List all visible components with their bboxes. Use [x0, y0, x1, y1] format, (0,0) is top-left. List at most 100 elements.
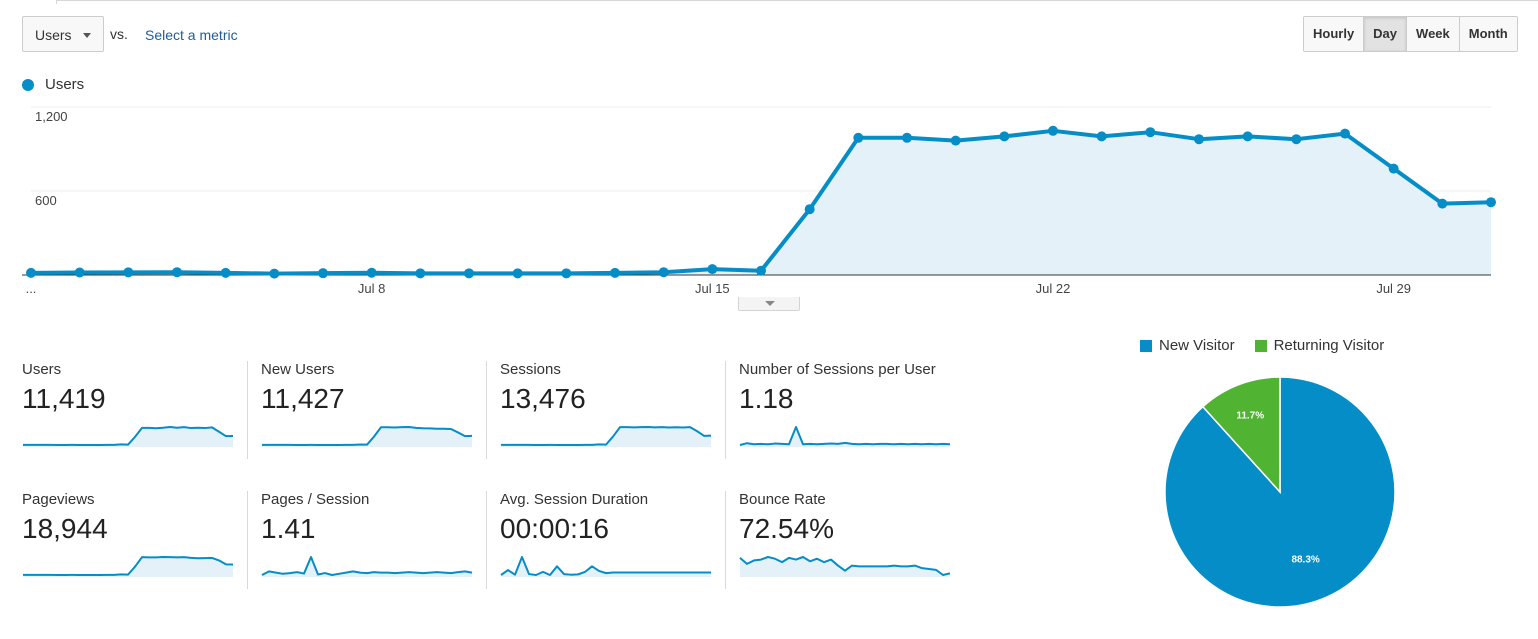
data-point	[610, 267, 620, 278]
granularity-day-button[interactable]: Day	[1364, 17, 1408, 51]
chart-expand-toggle[interactable]	[738, 297, 800, 311]
data-point	[220, 267, 231, 278]
scorecard-value: 1.18	[739, 383, 794, 414]
data-point	[464, 268, 474, 279]
sparkline-line	[22, 556, 234, 576]
top-tab-border	[0, 0, 1538, 5]
data-point	[853, 132, 864, 143]
new-visitor-swatch	[1140, 339, 1152, 352]
sparkline-area	[262, 557, 472, 577]
pie-legend-item-new-visitor[interactable]: New Visitor	[1140, 337, 1235, 354]
series-color-dot	[22, 78, 34, 91]
data-point	[950, 135, 961, 146]
data-point	[902, 132, 912, 143]
pie-legend-label: Returning Visitor	[1273, 337, 1385, 354]
data-point	[366, 267, 377, 278]
scorecard-value: 18,944	[22, 513, 108, 544]
data-point	[561, 268, 572, 279]
scorecard-label: Avg. Session Duration	[500, 491, 649, 508]
data-point	[804, 204, 815, 215]
pie-slice-label: 11.7%	[1236, 411, 1264, 422]
data-point	[1437, 198, 1448, 209]
sparkline-line	[500, 426, 712, 446]
data-point	[74, 267, 85, 278]
sparkline	[739, 426, 951, 447]
scorecard-pageviews[interactable]: Pageviews 18,944	[22, 491, 248, 589]
data-point	[512, 268, 523, 279]
sparkline-area	[23, 427, 233, 447]
vs-text: vs.	[110, 26, 128, 42]
scorecard-new-users[interactable]: New Users 11,427	[247, 361, 474, 459]
scorecard-value: 11,427	[261, 383, 345, 414]
sparkline-area	[23, 557, 233, 577]
sparkline-line	[22, 426, 234, 446]
chart-legend: Users	[22, 76, 84, 93]
data-point	[1242, 131, 1253, 142]
sparkline	[500, 426, 712, 447]
chevron-down-icon	[83, 33, 91, 38]
data-point	[658, 267, 669, 278]
data-point	[172, 267, 182, 278]
scorecard-sessions[interactable]: Sessions 13,476	[486, 361, 713, 459]
x-tick-label: ...	[26, 281, 37, 296]
scorecard-value: 11,419	[22, 383, 106, 414]
data-point	[1194, 134, 1204, 145]
scorecard-avg-session-duration[interactable]: Avg. Session Duration 00:00:16	[486, 491, 713, 589]
select-metric-link[interactable]: Select a metric	[145, 27, 238, 43]
scorecard-label: Sessions	[500, 361, 561, 378]
data-point	[415, 268, 426, 279]
data-point	[123, 267, 134, 278]
series-area	[31, 130, 1491, 275]
scorecard-label: Bounce Rate	[739, 491, 826, 508]
sparkline-line	[500, 556, 711, 576]
scorecard-users[interactable]: Users 11,419	[22, 361, 248, 459]
pie-slice-label: 88.3%	[1291, 555, 1319, 566]
granularity-month-button[interactable]: Month	[1459, 17, 1517, 51]
pie-legend-item-returning-visitor[interactable]: Returning Visitor	[1254, 337, 1385, 354]
x-tick-label: Jul 22	[1036, 281, 1071, 296]
sparkline-line	[261, 556, 473, 576]
x-tick-label: Jul 29	[1376, 281, 1411, 296]
data-point	[1291, 134, 1302, 145]
scorecard-label: New Users	[261, 361, 335, 378]
metric-dropdown-label: Users	[35, 27, 72, 43]
sparkline	[22, 556, 234, 577]
data-point	[1340, 128, 1350, 139]
scorecard-value: 72.54%	[739, 513, 834, 544]
sparkline-line	[261, 426, 473, 446]
pie-legend-label: New Visitor	[1159, 337, 1235, 354]
sparkline	[261, 556, 473, 577]
pie-legend: New Visitor Returning Visitor	[1140, 337, 1404, 354]
scorecard-label: Users	[22, 361, 62, 378]
visitor-type-pie-chart: 88.3% 11.7%	[1164, 376, 1396, 608]
data-point	[1048, 125, 1058, 136]
scorecard-sessions-per-user[interactable]: Number of Sessions per User 1.18	[725, 361, 952, 459]
sparkline	[22, 426, 234, 447]
metric-dropdown[interactable]: Users	[22, 16, 104, 52]
users-line-chart: 600 1,200... Jul 8 Jul 15 Jul 22 Jul 29	[22, 106, 1496, 296]
scorecard-label: Pages / Session	[261, 491, 370, 508]
data-point	[1388, 163, 1399, 174]
scorecard-pages-per-session[interactable]: Pages / Session 1.41	[247, 491, 474, 589]
sparkline-area	[740, 557, 950, 577]
sparkline-line	[739, 426, 951, 446]
sparkline-area	[262, 427, 472, 447]
scorecard-value: 00:00:16	[500, 513, 609, 544]
granularity-hourly-button[interactable]: Hourly	[1304, 17, 1365, 51]
data-point	[756, 265, 766, 276]
pie-slice-returning-visitor	[1201, 376, 1281, 494]
data-point	[707, 264, 718, 275]
data-point	[269, 268, 280, 279]
data-point	[1486, 197, 1496, 208]
y-tick-label: 1,200	[35, 109, 68, 124]
data-point	[318, 268, 328, 279]
x-tick-label: Jul 15	[695, 281, 730, 296]
scorecard-bounce-rate[interactable]: Bounce Rate 72.54%	[725, 491, 952, 589]
sparkline	[261, 426, 473, 447]
granularity-toggle: Hourly Day Week Month	[1303, 16, 1518, 52]
scorecard-value: 1.41	[261, 513, 316, 544]
scorecard-value: 13,476	[500, 383, 586, 414]
granularity-week-button[interactable]: Week	[1407, 17, 1460, 51]
sparkline-area	[740, 427, 950, 447]
data-point	[1096, 131, 1107, 142]
